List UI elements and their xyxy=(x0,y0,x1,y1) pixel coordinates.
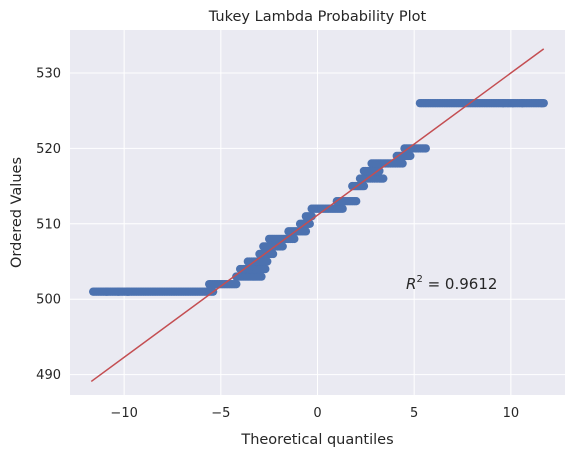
x-axis-label: Theoretical quantiles xyxy=(240,432,393,448)
x-tick-label: −5 xyxy=(211,406,230,421)
data-point xyxy=(278,242,287,251)
x-gridlines xyxy=(123,30,512,395)
data-point xyxy=(263,257,272,266)
y-tick-label: 510 xyxy=(36,217,61,232)
data-point xyxy=(508,98,517,108)
data-point xyxy=(232,279,241,289)
data-point xyxy=(379,174,388,183)
data-point xyxy=(351,196,361,206)
data-point xyxy=(123,287,133,296)
y-tick-label: 500 xyxy=(36,293,61,308)
data-point xyxy=(290,234,299,244)
y-tick-label: 520 xyxy=(36,142,61,157)
data-point xyxy=(102,287,111,296)
data-point xyxy=(537,98,546,108)
y-axis-label: Ordered Values xyxy=(9,157,25,268)
chart-title: Tukey Lambda Probability Plot xyxy=(208,9,427,25)
data-point xyxy=(406,151,415,161)
data-point xyxy=(257,272,266,281)
r-superscript: 2 xyxy=(416,274,422,285)
data-point xyxy=(268,249,278,259)
x-tick-label: −10 xyxy=(110,406,137,421)
y-tick-label: 530 xyxy=(36,66,61,81)
r-symbol: R xyxy=(406,275,416,293)
r-squared-annotation: R2 = 0.9612 xyxy=(406,274,497,293)
data-point xyxy=(498,98,508,108)
data-points xyxy=(89,98,548,296)
data-point xyxy=(359,181,369,191)
x-tick-labels: −10 −5 0 5 10 xyxy=(110,406,519,421)
x-tick-label: 0 xyxy=(313,406,321,421)
x-tick-label: 10 xyxy=(503,406,520,421)
r-value: = 0.9612 xyxy=(423,275,498,293)
data-point xyxy=(301,227,311,236)
data-point xyxy=(421,144,430,153)
y-tick-labels: 490 500 510 520 530 xyxy=(36,66,61,383)
data-point xyxy=(398,159,407,168)
data-point xyxy=(518,98,527,108)
fit-line xyxy=(90,48,545,383)
data-point xyxy=(114,287,123,296)
data-point xyxy=(338,204,347,213)
data-point xyxy=(261,264,270,274)
x-tick-label: 5 xyxy=(410,406,418,421)
y-tick-label: 490 xyxy=(36,368,61,383)
